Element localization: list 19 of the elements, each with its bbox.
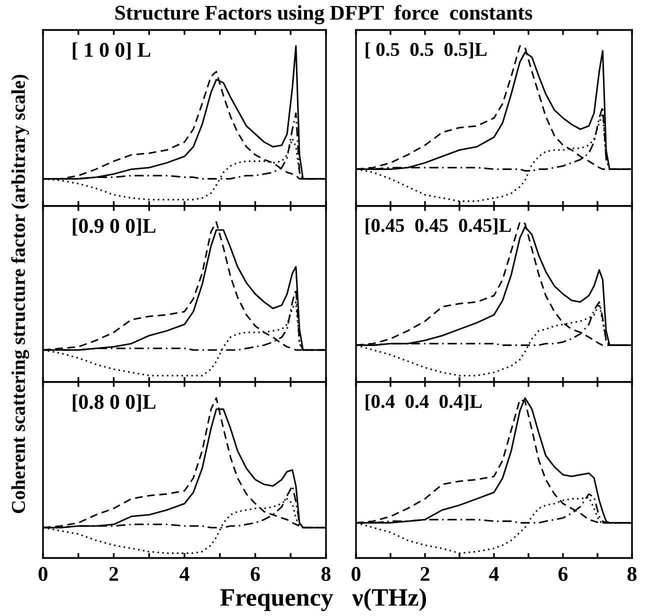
annotation: [0.45 0.45 0.45]L (366, 218, 511, 234)
x-tick-label: 0 (352, 566, 360, 581)
x-tick-label: 8 (321, 566, 331, 581)
x-tick-label: 6 (250, 566, 260, 581)
annotation: [ 1 0 0] L (72, 42, 150, 60)
x-tick-label: 8 (627, 566, 637, 581)
x-axis-title: Frequency ν(THz) (220, 588, 426, 612)
x-tick-label: 2 (420, 566, 430, 581)
x-tick-label: 0 (38, 566, 48, 581)
x-tick-label: 6 (558, 566, 568, 581)
y-axis-title: Coherent scattering structure factor (arbitrary scale) (11, 74, 30, 514)
annotation: [0.9 0 0]L (72, 218, 156, 236)
annotation: [0.8 0 0]L (72, 394, 156, 412)
x-tick-label: 4 (489, 567, 499, 581)
chart-title: Structure Factors using DFPT force constants (115, 4, 532, 24)
x-tick-label: 2 (109, 566, 118, 581)
annotation: [0.4 0.4 0.4]L (366, 394, 482, 410)
annotation: [ 0.5 0.5 0.5]L (366, 42, 487, 58)
x-tick-label: 4 (180, 567, 190, 581)
